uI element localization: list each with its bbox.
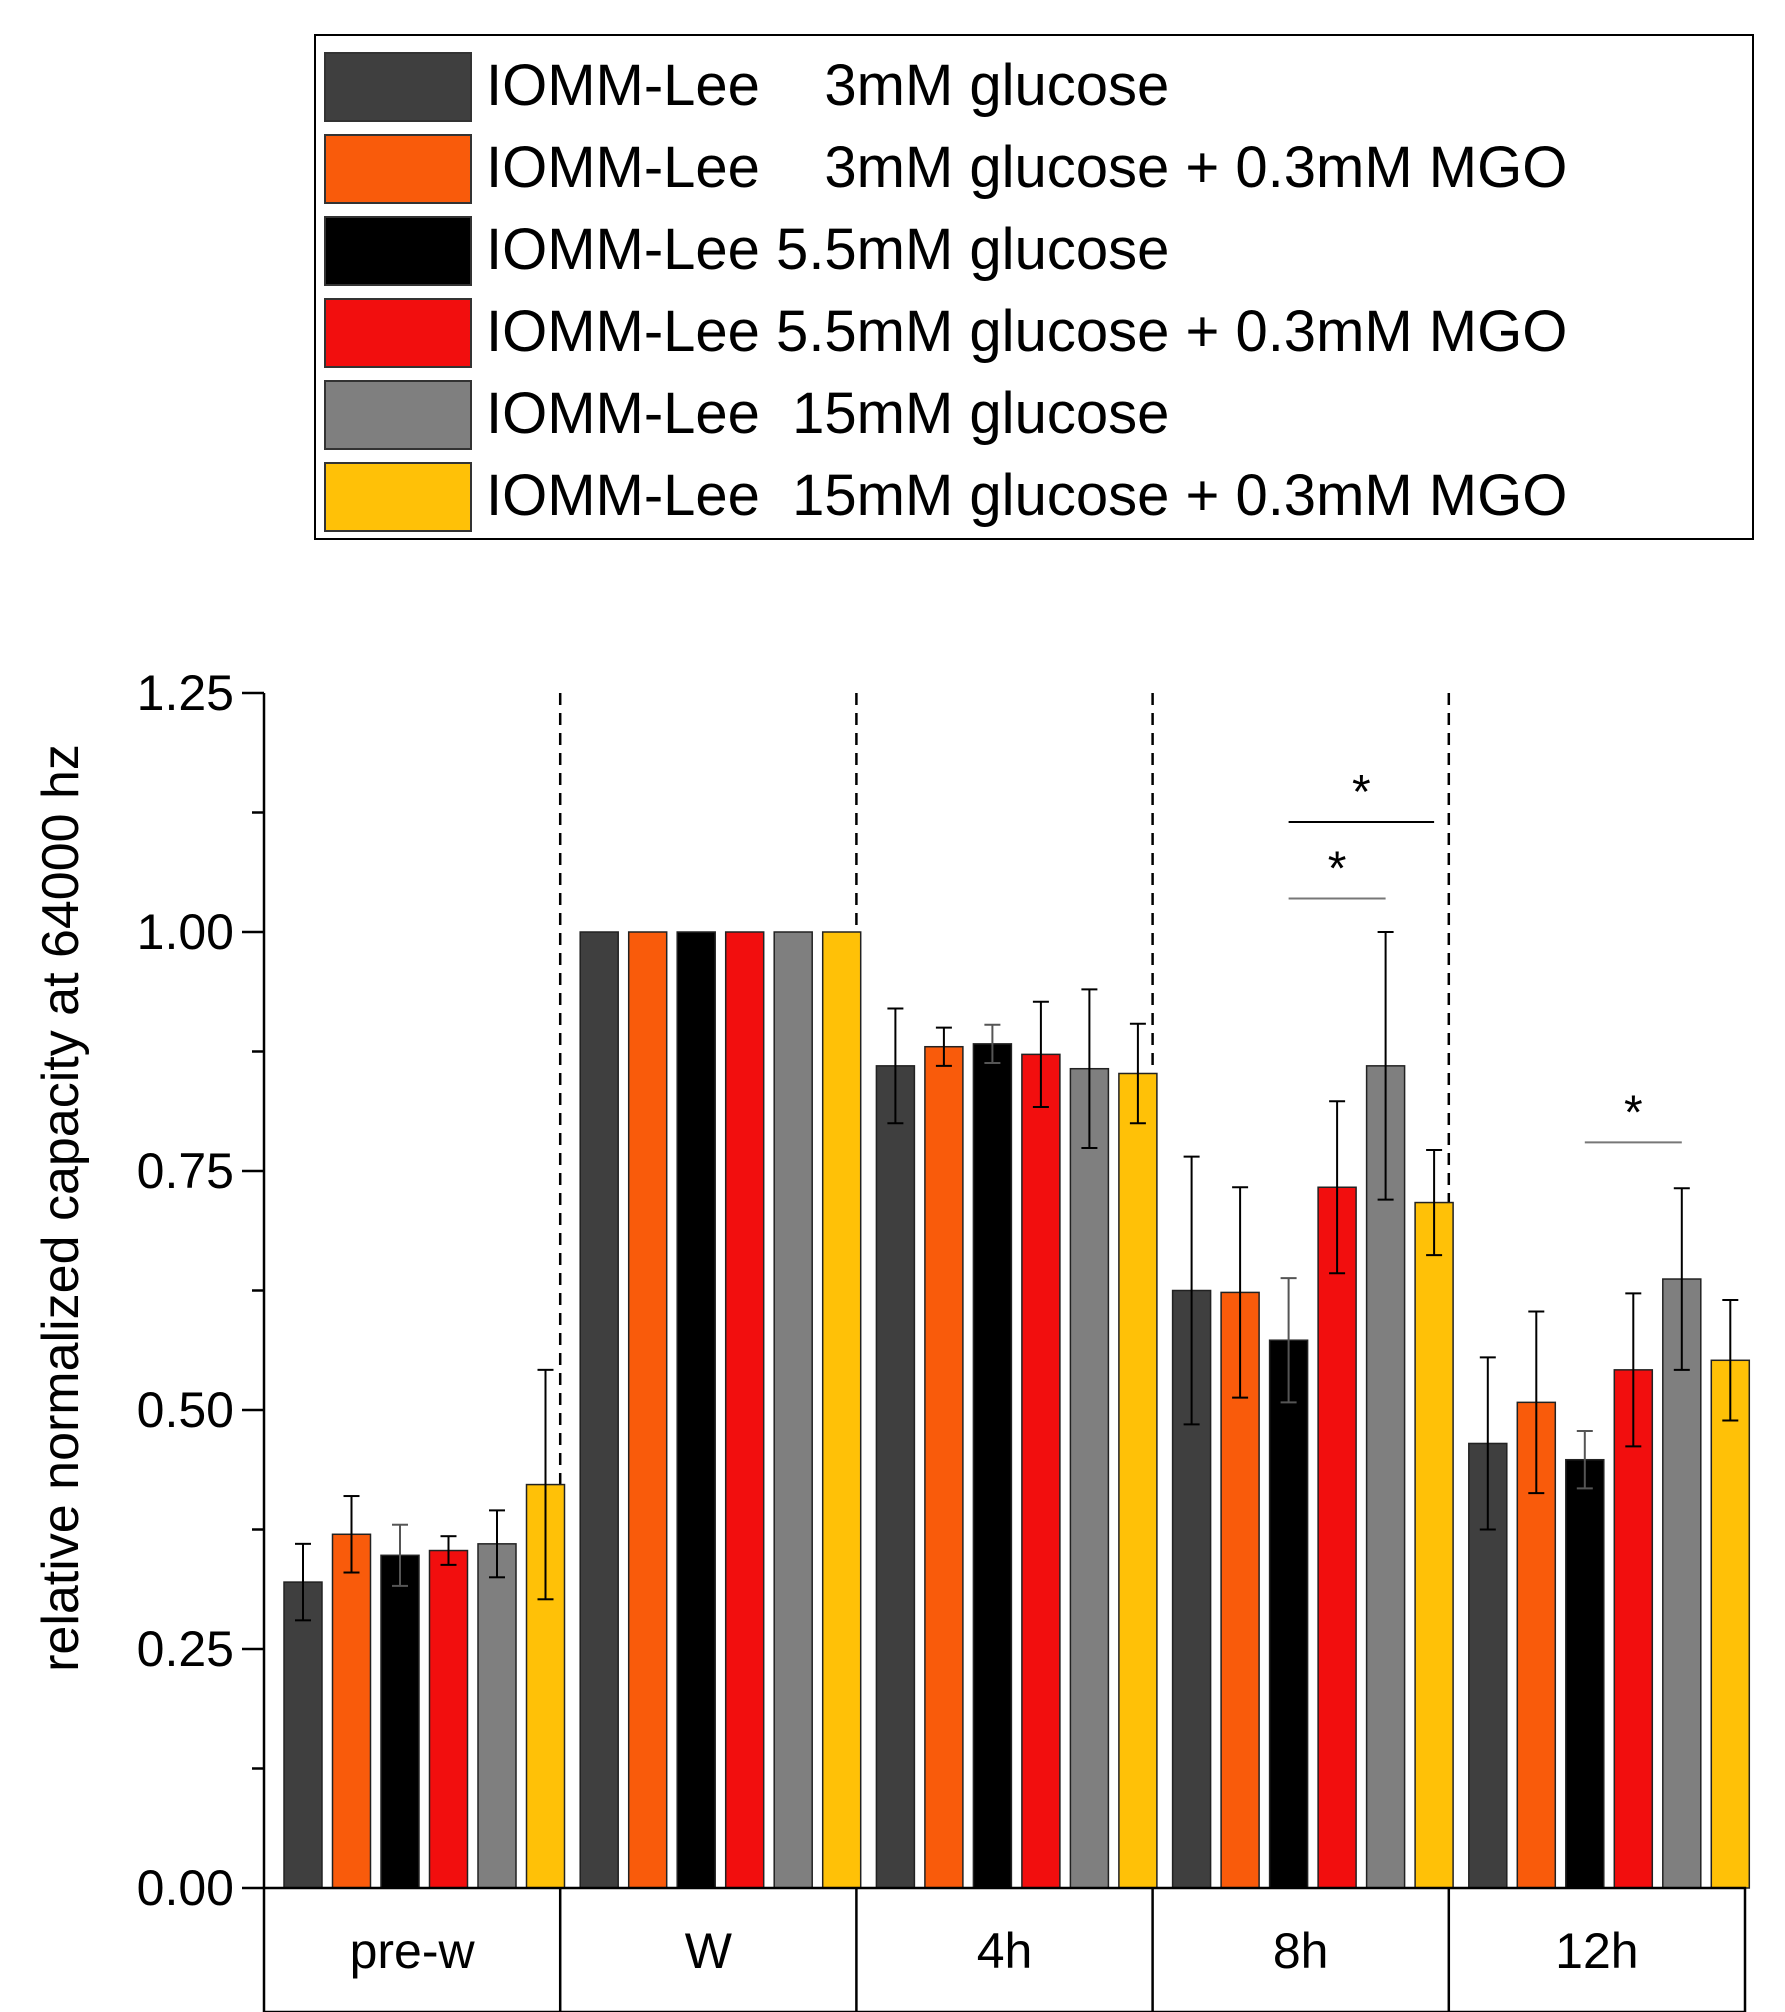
bar [924, 1045, 964, 1889]
bar [1118, 1072, 1158, 1889]
bar [676, 931, 716, 1889]
bar [627, 931, 668, 1889]
legend-label: IOMM-Lee 15mM glucose + 0.3mM MGO [486, 463, 1568, 528]
x-tick-label: 12h [1555, 1923, 1638, 1979]
bar [428, 1549, 469, 1889]
x-tick-label: 8h [1273, 1923, 1329, 1979]
bar [1565, 1458, 1605, 1889]
bar [821, 931, 862, 1889]
bar [724, 931, 765, 1889]
bar [972, 1043, 1013, 1889]
bar [1613, 1369, 1654, 1889]
legend-label: IOMM-Lee 5.5mM glucose + 0.3mM MGO [486, 299, 1568, 364]
legend-item: IOMM-Lee 15mM glucose [324, 376, 1744, 452]
error-bars [295, 931, 1739, 1622]
legend-item: IOMM-Lee 5.5mM glucose [324, 212, 1744, 288]
bar [579, 931, 619, 1889]
y-tick-label: 1.00 [137, 904, 234, 960]
legend-swatch [324, 52, 472, 122]
y-tick-label: 0.00 [137, 1860, 234, 1916]
bar [1662, 1278, 1702, 1889]
legend-swatch [324, 380, 472, 450]
axes: pre-w W 4h 8h 12h 0.00 0.25 0.50 0.75 1.00 1.25 [137, 665, 1747, 2012]
bar [380, 1554, 420, 1889]
bar [283, 1581, 323, 1889]
bar [1710, 1359, 1751, 1889]
bar [477, 1543, 517, 1889]
legend-swatch [324, 298, 472, 368]
legend-item: IOMM-Lee 5.5mM glucose + 0.3mM MGO [324, 294, 1744, 370]
legend-item: IOMM-Lee 3mM glucose [324, 48, 1744, 124]
y-axis-title: relative normalized capacity at 64000 hz [32, 744, 90, 1672]
legend-label: IOMM-Lee 3mM glucose [486, 53, 1170, 118]
significance-star: * [1352, 766, 1371, 819]
y-tick-label: 0.50 [137, 1382, 234, 1438]
bar [331, 1533, 372, 1889]
category-box [262, 1886, 1747, 2012]
x-tick-label: W [685, 1923, 733, 1979]
bar [1268, 1339, 1309, 1889]
x-tick-label: pre-w [350, 1923, 476, 1979]
legend-swatch [324, 134, 472, 204]
significance-star: * [1624, 1086, 1643, 1139]
legend-label: IOMM-Lee 15mM glucose [486, 381, 1170, 446]
legend-swatch [324, 216, 472, 286]
bar [875, 1065, 916, 1889]
significance-annotations: *** [1288, 766, 1682, 1144]
bar [773, 931, 813, 1889]
significance-star: * [1328, 843, 1347, 896]
legend-label: IOMM-Lee 5.5mM glucose [486, 217, 1170, 282]
legend-item: IOMM-Lee 15mM glucose + 0.3mM MGO [324, 458, 1744, 534]
legend-label: IOMM-Lee 3mM glucose + 0.3mM MGO [486, 135, 1568, 200]
bar [1069, 1067, 1110, 1889]
legend-swatch [324, 462, 472, 532]
bar [1317, 1186, 1357, 1889]
y-tick-label: 0.25 [137, 1621, 234, 1677]
bar [1021, 1053, 1061, 1889]
y-tick-label: 0.75 [137, 1143, 234, 1199]
legend: IOMM-Lee 3mM glucose IOMM-Lee 3mM glucos… [314, 34, 1754, 540]
bars [283, 931, 1751, 1889]
legend-item: IOMM-Lee 3mM glucose + 0.3mM MGO [324, 130, 1744, 206]
y-tick-label: 1.25 [137, 665, 234, 721]
x-tick-label: 4h [977, 1923, 1033, 1979]
bar [1414, 1201, 1454, 1889]
